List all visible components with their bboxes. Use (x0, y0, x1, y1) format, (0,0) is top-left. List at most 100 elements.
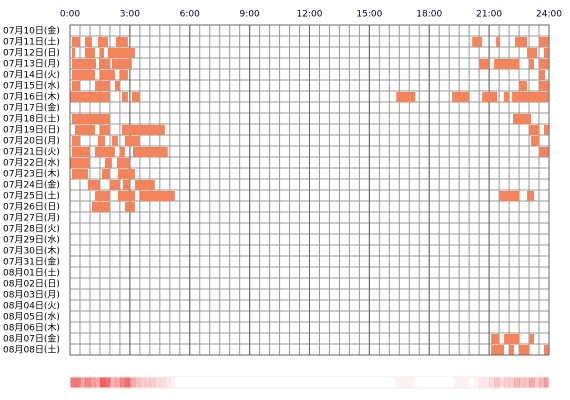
activity-bar (479, 59, 490, 69)
density-cell (70, 377, 76, 388)
activity-bar (527, 48, 538, 58)
row-label: 07月13日(月) (3, 59, 60, 70)
density-cell (195, 377, 200, 388)
density-cell (454, 377, 460, 388)
density-cell (250, 377, 255, 388)
density-cell (509, 377, 515, 388)
x-tick-label: 0:00 (60, 10, 80, 20)
activity-bar (94, 81, 110, 91)
density-cell (164, 377, 171, 388)
row-label: 08月07日(金) (3, 333, 60, 345)
activity-bar (70, 158, 90, 168)
activity-bar (111, 59, 132, 69)
row-label: 07月29日(水) (3, 234, 60, 246)
density-cell (200, 377, 205, 388)
density-cell (230, 377, 235, 388)
activity-bar (539, 147, 549, 157)
row-label: 08月02日(日) (3, 279, 60, 290)
density-cell (134, 377, 141, 388)
density-cell (464, 377, 470, 388)
activity-bar (527, 191, 535, 201)
activity-bar (114, 81, 120, 91)
activity-bar (71, 147, 90, 157)
activity-bar (71, 70, 95, 80)
activity-bar (71, 114, 110, 124)
density-cell (290, 377, 295, 388)
density-cell (469, 377, 474, 388)
activity-bar (71, 37, 80, 47)
density-cell (310, 377, 315, 388)
density-cell (305, 377, 310, 388)
density-cell (524, 377, 530, 388)
row-label: 08月03日(月) (3, 290, 60, 301)
activity-bar (116, 158, 130, 168)
density-cell (384, 377, 389, 388)
activity-bar (121, 92, 128, 102)
activity-bar (94, 147, 115, 157)
density-cell (529, 377, 535, 388)
activity-bar (101, 169, 110, 179)
row-label: 07月17日(金) (3, 102, 60, 114)
activity-bar (71, 169, 88, 179)
activity-bar (132, 147, 168, 157)
activity-bar (482, 92, 498, 102)
activity-bar (121, 125, 165, 135)
density-cell (369, 377, 374, 388)
density-cell (544, 377, 550, 388)
density-cell (215, 377, 220, 388)
activity-bar (452, 92, 470, 102)
density-cell (94, 377, 101, 388)
activity-bar (97, 136, 105, 146)
activity-bar (91, 202, 110, 212)
density-cell (349, 377, 354, 388)
activity-bar (117, 191, 135, 201)
density-cell (169, 377, 176, 388)
row-label: 07月22日(水) (3, 157, 60, 169)
density-cell (409, 377, 415, 388)
activity-bar (539, 81, 549, 91)
activity-bar (115, 37, 128, 47)
row-label: 07月11日(土) (3, 36, 60, 48)
density-cell (419, 377, 424, 388)
density-cell (359, 377, 364, 388)
activity-bar (104, 158, 112, 168)
activity-bar (94, 191, 110, 201)
row-label: 07月23日(木) (3, 168, 60, 180)
activity-bar (529, 125, 540, 135)
activity-bar (87, 180, 100, 190)
activity-bar (539, 37, 549, 47)
density-cell (205, 377, 210, 388)
density-cell (374, 377, 379, 388)
density-cell (270, 377, 275, 388)
density-cell (329, 377, 334, 388)
activity-bar (139, 191, 175, 201)
row-label: 08月04日(火) (3, 301, 60, 312)
density-cell (129, 377, 136, 388)
row-label: 07月27日(月) (3, 213, 60, 224)
activity-bar (531, 136, 540, 146)
activity-bar (529, 59, 535, 69)
density-cell (389, 377, 394, 388)
density-cell (449, 377, 454, 388)
density-cell (494, 377, 500, 388)
row-label: 07月21日(火) (3, 147, 60, 158)
activity-bar (99, 125, 110, 135)
row-label: 07月26日(日) (3, 202, 60, 213)
density-cell (159, 377, 166, 388)
density-cell (74, 377, 81, 388)
density-cell (399, 377, 405, 388)
row-label: 07月12日(日) (3, 48, 60, 59)
density-cell (324, 377, 329, 388)
x-tick-label: 6:00 (180, 10, 200, 20)
activity-bar (544, 125, 549, 135)
row-label: 07月19日(日) (3, 125, 60, 136)
activity-bar (544, 48, 549, 58)
activity-bar (84, 48, 95, 58)
activity-bar (70, 92, 110, 102)
activity-bar (84, 37, 92, 47)
activity-bar (99, 70, 115, 80)
density-cell (119, 377, 126, 388)
activity-bar (134, 180, 155, 190)
density-cell (89, 377, 96, 388)
